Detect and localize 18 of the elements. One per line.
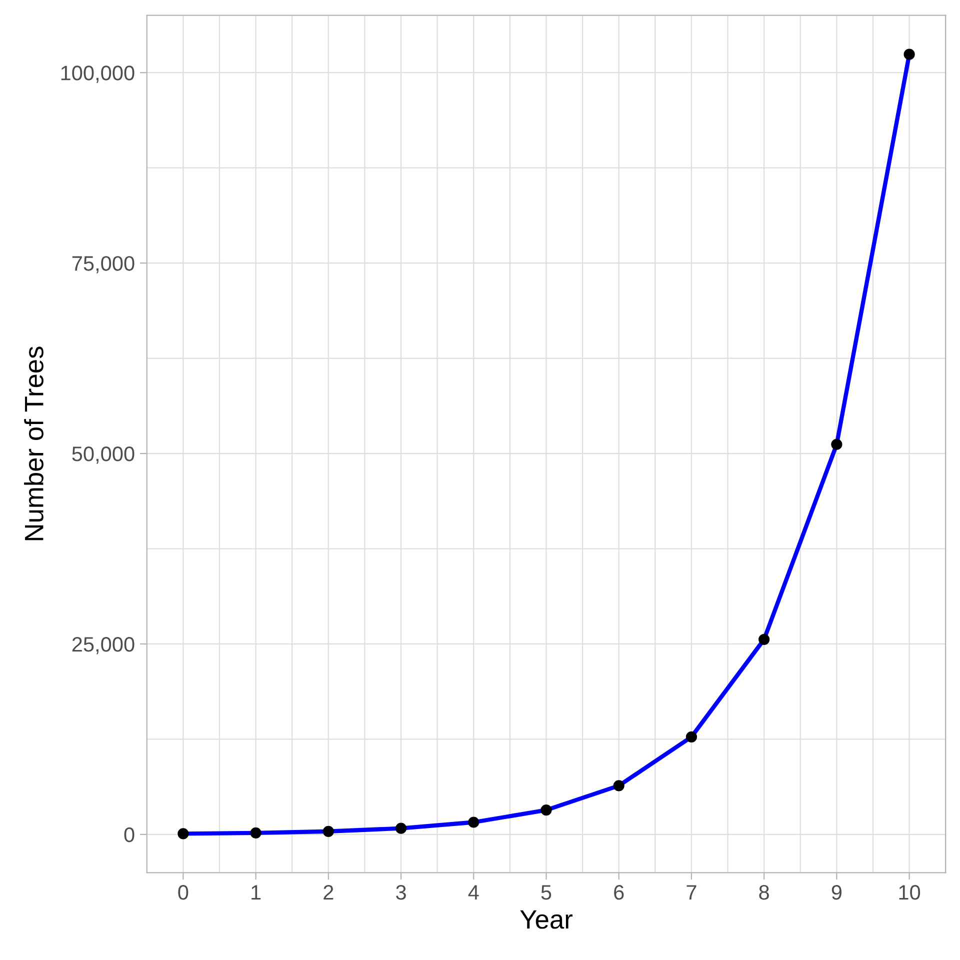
y-tick-label: 0	[124, 827, 134, 842]
y-tick-label: 100,000	[61, 66, 134, 83]
x-tick-label: 5	[541, 885, 552, 900]
x-tick-label: 4	[468, 885, 479, 900]
x-tick-label: 2	[324, 884, 334, 900]
x-tick-label: 9	[832, 884, 842, 900]
x-tick-label: 1	[252, 885, 261, 900]
y-tick-label: 50,000	[72, 446, 134, 464]
x-tick-label: 7	[686, 885, 696, 900]
x-tick-label: 10	[899, 884, 920, 900]
x-axis-title: Year	[520, 910, 572, 929]
x-tick-label: 3	[396, 884, 406, 900]
x-tick-label: 0	[178, 884, 188, 900]
x-tick-label: 8	[759, 884, 769, 900]
y-tick-label: 25,000	[72, 636, 134, 654]
y-axis-title: Number of Trees	[24, 346, 44, 540]
x-tick-label: 6	[614, 884, 624, 900]
y-tick-label: 75,000	[72, 256, 134, 274]
